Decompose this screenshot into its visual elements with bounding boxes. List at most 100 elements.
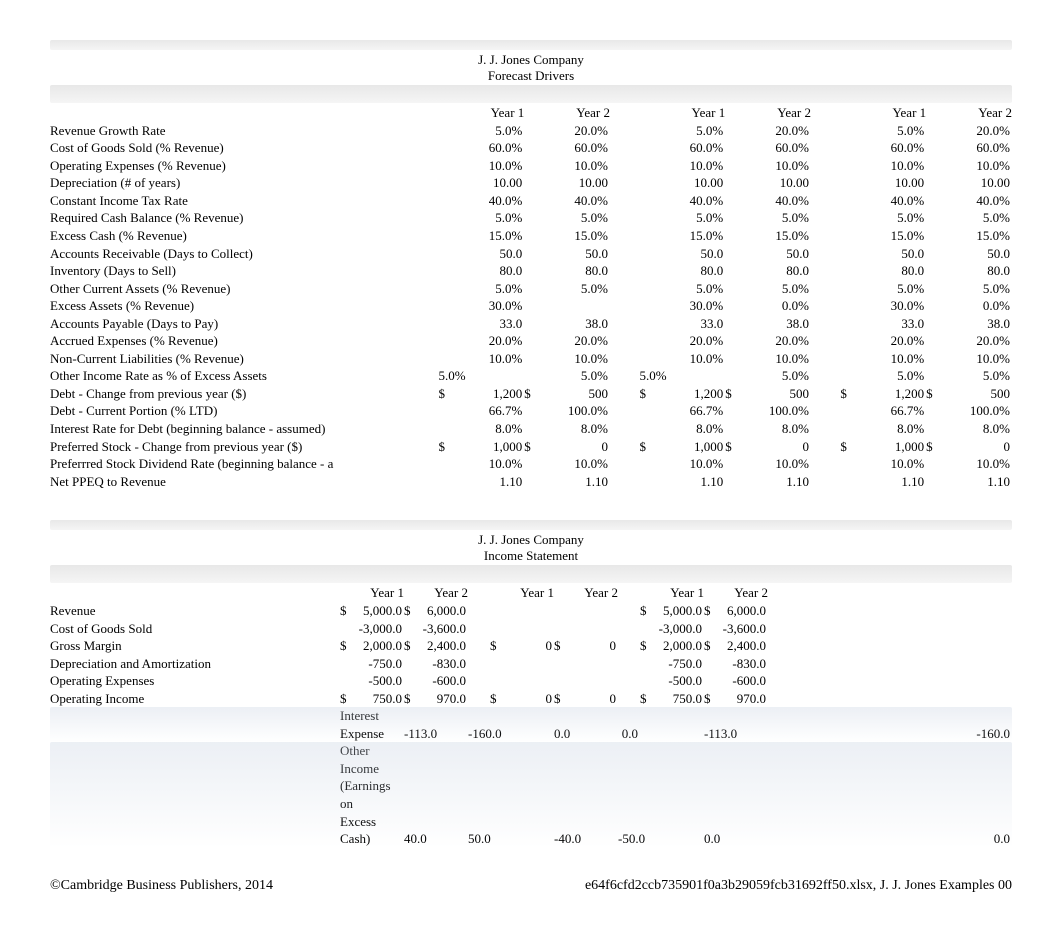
cell-sym — [704, 620, 718, 638]
cell-sym — [840, 174, 859, 192]
cell-value: 2,000.0 — [654, 637, 704, 655]
cell-value: 33.0 — [457, 315, 524, 333]
col-header: Year 1 — [354, 584, 404, 602]
gap-cell — [610, 209, 639, 227]
cell-sym — [439, 420, 458, 438]
cell-sym — [524, 367, 543, 385]
cell-value: 60.0% — [543, 139, 610, 157]
cell-value: -160.0 — [468, 707, 490, 742]
cell-value: 40.0% — [744, 192, 811, 210]
cell-sym — [840, 350, 859, 368]
gap-cell — [618, 620, 640, 638]
cell-sym — [840, 262, 859, 280]
cell-value: 1.10 — [543, 473, 610, 491]
gap-cell — [811, 297, 840, 315]
cell-value: 10.0% — [744, 157, 811, 175]
cell-sym — [654, 742, 704, 847]
row-label: Excess Cash (% Revenue) — [50, 227, 439, 245]
row-label: Operating Income — [50, 690, 340, 708]
cell-value: 50.0 — [945, 245, 1012, 263]
cell-sym — [639, 139, 658, 157]
gap-cell — [468, 637, 490, 655]
gap-cell — [468, 672, 490, 690]
cell-sym: $ — [490, 637, 504, 655]
cell-sym — [639, 297, 658, 315]
cell-sym — [404, 672, 418, 690]
gap-cell — [640, 742, 654, 847]
cell-sym: $ — [704, 637, 718, 655]
cell-sym — [439, 455, 458, 473]
table-row: Debt - Current Portion (% LTD)66.7%100.0… — [50, 402, 1012, 420]
gap-cell — [811, 385, 840, 403]
footer-left: ©Cambridge Business Publishers, 2014 — [50, 878, 273, 894]
cell-value: 10.00 — [457, 174, 524, 192]
cell-sym — [926, 157, 945, 175]
cell-value: 40.0% — [457, 192, 524, 210]
cell-value: 1.10 — [457, 473, 524, 491]
cell-sym: $ — [340, 602, 354, 620]
cell-sym — [524, 315, 543, 333]
cell-sym — [524, 455, 543, 473]
cell-sym — [439, 139, 458, 157]
gap-cell — [468, 690, 490, 708]
cell-value: 8.0% — [543, 420, 610, 438]
cell-value: 5.0% — [859, 122, 926, 140]
cell-value: 5.0% — [543, 209, 610, 227]
gap-cell — [811, 245, 840, 263]
cell-sym — [524, 157, 543, 175]
gap-cell — [811, 332, 840, 350]
cell-value: 38.0 — [945, 315, 1012, 333]
cell-sym — [725, 350, 744, 368]
cell-value: -113.0 — [404, 707, 418, 742]
cell-sym — [490, 602, 504, 620]
cell-sym — [524, 420, 543, 438]
col-header: Year 1 — [457, 104, 524, 122]
cell-sym — [926, 245, 945, 263]
cell-value: 8.0% — [945, 420, 1012, 438]
cell-sym: $ — [404, 690, 418, 708]
gap-cell — [610, 192, 639, 210]
cell-value: 1,200 — [859, 385, 926, 403]
cell-value: 20.0% — [543, 332, 610, 350]
cell-sym — [840, 332, 859, 350]
cell-value: 0.0% — [945, 297, 1012, 315]
drivers-header-row: Year 1 Year 2 Year 1 Year 2 Year 1 Year … — [50, 104, 1012, 122]
cell-value: -3,000.0 — [654, 620, 704, 638]
row-label: Depreciation and Amortization — [50, 655, 340, 673]
row-label: Revenue Growth Rate — [50, 122, 439, 140]
cell-value: 50.0 — [543, 245, 610, 263]
cell-value: 15.0% — [744, 227, 811, 245]
cell-sym — [926, 262, 945, 280]
row-label: Other Income Rate as % of Excess Assets — [50, 367, 439, 385]
cell-value: 40.0% — [945, 192, 1012, 210]
cell-value: 10.0% — [543, 350, 610, 368]
cell-sym — [926, 122, 945, 140]
table-row: Non-Current Liabilities (% Revenue)10.0%… — [50, 350, 1012, 368]
company-name: J. J. Jones Company — [50, 532, 1012, 548]
cell-value: 970.0 — [718, 690, 768, 708]
cell-sym — [340, 655, 354, 673]
cell-value: 100.0% — [543, 402, 610, 420]
cell-value: 15.0% — [543, 227, 610, 245]
cell-sym: $ — [404, 637, 418, 655]
cell-value: 5.0% — [658, 280, 725, 298]
cell-sym — [639, 402, 658, 420]
cell-value: 15.0% — [859, 227, 926, 245]
cell-sym — [725, 122, 744, 140]
cell-sym: $ — [404, 602, 418, 620]
cell-sym: $ — [490, 690, 504, 708]
cell-value: 500 — [543, 385, 610, 403]
cell-sym — [840, 315, 859, 333]
col-header: Year 2 — [568, 584, 618, 602]
cell-value: 0.0 — [704, 742, 718, 847]
header-bar — [50, 565, 1012, 583]
row-label: Accounts Receivable (Days to Collect) — [50, 245, 439, 263]
cell-value: -830.0 — [418, 655, 468, 673]
cell-value: 20.0% — [543, 122, 610, 140]
col-header: Year 2 — [543, 104, 610, 122]
cell-value: 5.0% — [543, 367, 610, 385]
gap-cell — [811, 455, 840, 473]
cell-sym: 5.0% — [439, 367, 458, 385]
cell-value: 8.0% — [658, 420, 725, 438]
gap-cell — [610, 332, 639, 350]
